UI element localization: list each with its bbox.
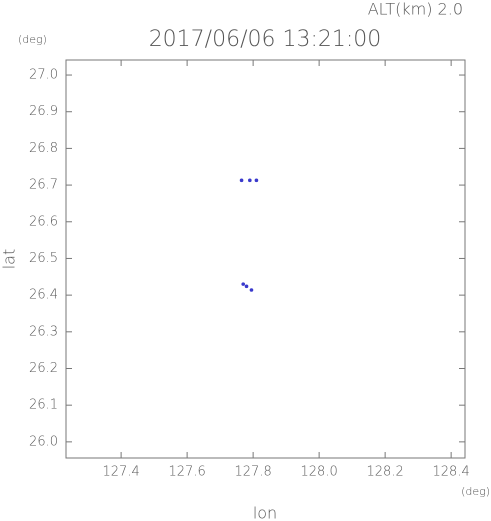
point	[244, 284, 249, 289]
chart-title: 2017/06/06 13:21:00	[149, 27, 382, 52]
point	[239, 178, 244, 183]
y-tick-label: 26.3	[29, 324, 58, 339]
y-unit: (deg)	[18, 33, 47, 46]
plot-frame	[65, 59, 466, 459]
point	[249, 288, 254, 292]
y-axis-label: lat	[0, 249, 19, 270]
y-tick-label: 26.8	[29, 141, 58, 156]
point	[254, 178, 259, 183]
altitude-label: ALT(km) 2.0	[368, 0, 463, 19]
x-tick-label: 128.2	[367, 465, 404, 480]
y-tick-label: 26.7	[29, 178, 58, 193]
x-tick-label: 127.8	[235, 465, 272, 480]
point	[241, 282, 246, 286]
x-tick-label: 127.6	[169, 465, 206, 480]
y-tick-label: 26.2	[29, 361, 58, 376]
x-unit: (deg)	[461, 485, 490, 498]
y-tick-label: 27.0	[29, 68, 58, 83]
y-tick-label: 26.9	[29, 104, 58, 119]
x-tick-label: 128.0	[301, 465, 338, 480]
y-tick-label: 26.5	[29, 251, 58, 266]
x-tick-label: 127.4	[103, 465, 140, 480]
x-tick-label: 128.4	[433, 465, 470, 480]
x-axis-label: lon	[253, 504, 277, 521]
y-tick-label: 26.0	[29, 434, 58, 449]
y-tick-label: 26.1	[29, 398, 58, 413]
y-tick-label: 26.6	[29, 214, 58, 229]
y-tick-label: 26.4	[29, 288, 58, 303]
point	[248, 178, 252, 183]
